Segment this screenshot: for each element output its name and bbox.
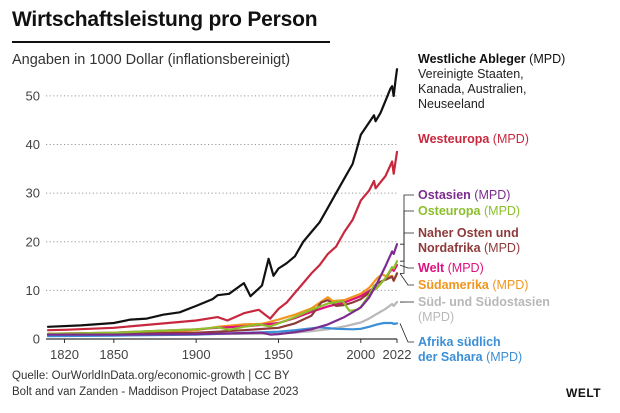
series-label-westeuropa: Westeuropa (MPD) xyxy=(418,132,529,146)
x-tick-label: 1950 xyxy=(264,347,293,362)
series-detail-line: Kanada, Australien, xyxy=(418,82,526,96)
series-label-s-d-und-s-dostasien: Süd- und Südostasien (MPD) xyxy=(418,295,550,324)
series-name-line: Naher Osten und xyxy=(418,226,519,240)
series-label-westliche-ableger: Westliche Ableger (MPD) Vereinigte Staate… xyxy=(418,52,565,111)
series-name-line: der Sahara xyxy=(418,350,484,364)
series-suffix: (MPD) xyxy=(418,310,454,324)
series-label-afrika-s-dlich-der-sahara: Afrika südlich der Sahara (MPD) xyxy=(418,335,522,364)
y-tick-label: 30 xyxy=(26,186,40,201)
series-name-line: Ostasien xyxy=(418,188,471,202)
series-suffix: (MPD) xyxy=(481,204,521,218)
y-tick-label: 0 xyxy=(33,332,40,347)
y-tick-label: 50 xyxy=(26,88,40,103)
series-name-line: Afrika südlich xyxy=(418,335,501,349)
title-underline xyxy=(12,41,330,43)
source-line-1: Quelle: OurWorldInData.org/economic-grow… xyxy=(12,370,290,382)
x-tick-label: 1850 xyxy=(99,347,128,362)
series-line-ostasien xyxy=(46,243,399,336)
series-label-naher-osten-und-nordafrika: Naher Osten und Nordafrika (MPD) xyxy=(418,226,520,255)
axis-ticks: 0 10 20 30 40 50 1820 1850 1900 1950 2000 2022 xyxy=(26,88,412,362)
series-label-ostasien: Ostasien (MPD) xyxy=(418,188,510,202)
series-detail-line: Neuseeland xyxy=(418,97,485,111)
series-name-line: Welt xyxy=(418,261,445,275)
series-suffix: (MPD) xyxy=(489,132,529,146)
series-line-westeuropa xyxy=(46,150,399,332)
series-name-line: Nordafrika xyxy=(418,241,482,255)
series-line-westliche-ableger xyxy=(46,68,399,328)
series-suffix: (MPD) xyxy=(526,52,566,66)
source-line-2: Bolt and van Zanden - Maddison Project D… xyxy=(12,386,299,398)
x-tick-label: 2000 xyxy=(346,347,375,362)
leader-line xyxy=(399,273,414,286)
y-tick-label: 20 xyxy=(26,234,40,249)
series-detail-line: Vereinigte Staaten, xyxy=(418,67,524,81)
series-suffix: (MPD) xyxy=(489,278,529,292)
x-tick-label: 1900 xyxy=(182,347,211,362)
chart-title: Wirtschaftsleistung pro Person xyxy=(12,8,318,31)
series-suffix: (MPD) xyxy=(483,350,523,364)
series-suffix: (MPD) xyxy=(444,261,484,275)
y-tick-label: 10 xyxy=(26,283,40,298)
legend-labels: Westliche Ableger (MPD) Vereinigte Staate… xyxy=(399,52,565,364)
x-tick-label: 1820 xyxy=(50,347,79,362)
series-suffix: (MPD) xyxy=(471,188,511,202)
series-name-line: Süd- und Südostasien xyxy=(418,295,550,309)
series-lines xyxy=(46,68,399,338)
series-label-s-damerika: Südamerika (MPD) xyxy=(418,278,528,292)
leader-line xyxy=(400,232,414,274)
leader-line xyxy=(400,194,414,245)
series-name-line: Westliche Ableger xyxy=(418,52,526,66)
series-label-welt: Welt (MPD) xyxy=(418,261,484,275)
series-name-line: Südamerika xyxy=(418,278,490,292)
chart-subtitle: Angaben in 1000 Dollar (inflationsberein… xyxy=(12,52,291,68)
series-line-osteuropa xyxy=(46,260,399,335)
series-name-line: Westeuropa xyxy=(418,132,490,146)
leader-line xyxy=(400,210,414,262)
welt-logo: WELT xyxy=(566,386,602,400)
series-name-line: Osteuropa xyxy=(418,204,482,218)
x-tick-label: 2022 xyxy=(383,347,412,362)
y-tick-label: 40 xyxy=(26,137,40,152)
leader-line xyxy=(399,264,414,269)
leader-line xyxy=(399,323,414,343)
series-suffix: (MPD) xyxy=(481,241,521,255)
series-label-osteuropa: Osteuropa (MPD) xyxy=(418,204,520,218)
